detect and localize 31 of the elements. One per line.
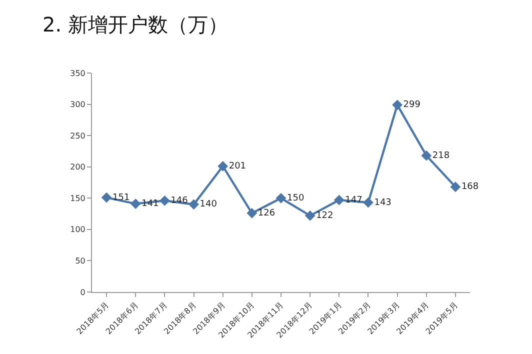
y-tick-label: 250 [70,131,86,140]
point [188,199,199,210]
data-label: 140 [200,200,218,210]
point [450,182,461,192]
point [246,208,258,218]
y-tick-label: 200 [70,162,86,172]
y-tick-label: 300 [70,100,86,110]
y-tick-label: 0 [80,288,86,297]
y-tick-label: 100 [70,225,86,234]
point [159,195,170,206]
data-label: 218 [432,150,450,161]
point [276,192,286,204]
point [101,192,112,203]
point [130,198,141,209]
data-label: 126 [258,208,276,218]
data-label: 122 [316,210,334,221]
y-tick-label: 50 [75,256,86,266]
data-label: 299 [403,100,421,110]
point [363,197,374,208]
data-label: 150 [287,193,304,204]
y-tick-label: 150 [70,194,86,203]
data-label: 143 [374,198,392,208]
point [421,150,432,161]
point [218,161,228,172]
chart-title: 2. 新增开户数（万） [42,12,228,37]
point [304,210,316,221]
data-label: 168 [461,182,479,192]
point [334,194,344,206]
y-tick-label: 350 [70,68,86,78]
point [392,100,403,110]
data-label: 201 [228,161,246,172]
